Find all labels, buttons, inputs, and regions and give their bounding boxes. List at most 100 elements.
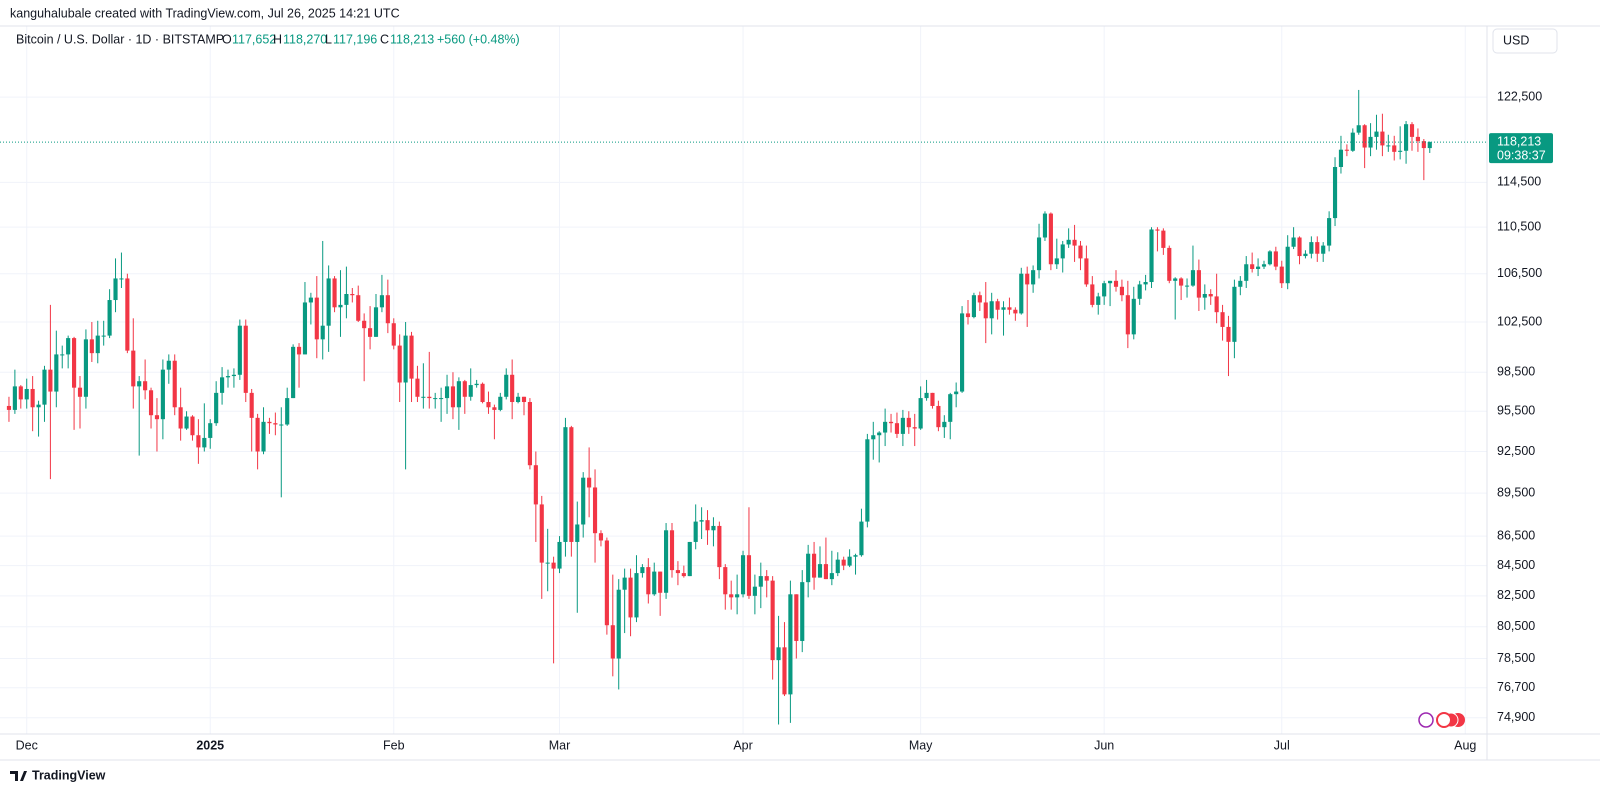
candle-body bbox=[723, 567, 728, 595]
candle-body bbox=[474, 383, 479, 386]
candle-body bbox=[675, 570, 680, 574]
candle-body bbox=[1332, 166, 1338, 219]
candle-body bbox=[308, 297, 313, 303]
candle-body bbox=[1315, 242, 1320, 254]
candle-body bbox=[1338, 149, 1344, 167]
y-tick-label: 98,500 bbox=[1497, 365, 1535, 379]
y-tick-label: 74,900 bbox=[1497, 710, 1535, 724]
candle-body bbox=[1066, 239, 1071, 245]
candle-body bbox=[148, 390, 154, 416]
candle-body bbox=[628, 577, 633, 618]
candle-body bbox=[942, 421, 947, 428]
candle-body bbox=[841, 559, 846, 566]
candle-body bbox=[1267, 251, 1272, 265]
legend-change: +560 (+0.48%) bbox=[437, 32, 520, 46]
candle-body bbox=[462, 381, 467, 397]
candle-body bbox=[231, 374, 236, 377]
y-tick-label: 92,500 bbox=[1497, 444, 1535, 458]
candle-body bbox=[877, 432, 882, 436]
candle-body bbox=[1232, 286, 1237, 342]
y-tick-label: 95,500 bbox=[1497, 404, 1535, 418]
candle-body bbox=[983, 302, 988, 319]
candle-body bbox=[616, 589, 621, 659]
price-tag bbox=[1489, 133, 1553, 164]
y-tick-label: 114,500 bbox=[1497, 175, 1541, 189]
plot-area bbox=[0, 89, 1487, 725]
candle-body bbox=[302, 302, 308, 355]
logo bbox=[10, 771, 27, 781]
candle-body bbox=[101, 335, 106, 337]
candle-body bbox=[273, 423, 278, 425]
currency-button[interactable] bbox=[1492, 28, 1558, 54]
y-tick-label: 89,500 bbox=[1497, 485, 1535, 499]
candle-body bbox=[699, 520, 704, 522]
candle-body bbox=[1096, 296, 1101, 305]
candle-body bbox=[456, 381, 461, 408]
candle-body bbox=[368, 328, 373, 337]
candle-body bbox=[510, 374, 515, 403]
candle-body bbox=[166, 360, 171, 370]
candle-body bbox=[1025, 273, 1030, 285]
candle-body bbox=[977, 295, 982, 303]
candle-body bbox=[24, 388, 29, 400]
candle-body bbox=[569, 427, 574, 542]
candle-body bbox=[1196, 270, 1201, 298]
candle-body bbox=[829, 573, 834, 580]
candle-body bbox=[296, 346, 302, 355]
x-tick-label: Feb bbox=[383, 738, 405, 752]
candle-body bbox=[18, 386, 23, 400]
candle-body bbox=[527, 402, 532, 466]
candle-body bbox=[237, 325, 242, 375]
candle-body bbox=[1214, 296, 1219, 313]
candle-body bbox=[1368, 136, 1373, 148]
candle-body bbox=[208, 423, 213, 438]
legend-low: 117,196 bbox=[333, 32, 377, 46]
candle-body bbox=[403, 335, 408, 383]
candle-body bbox=[1155, 229, 1160, 231]
candle-body bbox=[1415, 136, 1420, 142]
candle-body bbox=[1244, 264, 1249, 281]
y-tick-label: 122,500 bbox=[1497, 89, 1542, 103]
candle-body bbox=[587, 477, 592, 488]
legend-high: 118,270 bbox=[283, 32, 327, 46]
candle-body bbox=[1285, 246, 1290, 284]
candle-body bbox=[1108, 280, 1113, 284]
candle-body bbox=[1036, 237, 1042, 271]
candle-body bbox=[1119, 286, 1124, 296]
event-icon[interactable] bbox=[1436, 712, 1452, 728]
candle-body bbox=[143, 381, 148, 391]
candle-body bbox=[664, 530, 669, 593]
candle-body bbox=[314, 297, 319, 340]
y-tick-label: 110,500 bbox=[1497, 219, 1541, 233]
candle-body bbox=[326, 278, 331, 326]
candle-body bbox=[652, 571, 657, 595]
candle-body bbox=[421, 396, 426, 398]
legend-high-label: H bbox=[273, 32, 282, 46]
candle-body bbox=[563, 427, 568, 542]
y-tick-label: 102,500 bbox=[1497, 314, 1542, 328]
candle-body bbox=[936, 405, 941, 428]
candle-body bbox=[261, 421, 266, 452]
candle-body bbox=[196, 435, 201, 448]
candle-body bbox=[705, 520, 710, 531]
candle-body bbox=[1060, 244, 1065, 259]
event-icon[interactable] bbox=[1418, 712, 1434, 728]
candle-body bbox=[131, 350, 136, 387]
candle-body bbox=[1404, 124, 1409, 151]
candle-body bbox=[1279, 266, 1284, 284]
candle-body bbox=[912, 427, 917, 429]
candle-body bbox=[711, 525, 716, 531]
candle-body bbox=[924, 392, 929, 399]
attribution: kanguhalubale created with TradingView.c… bbox=[10, 6, 400, 20]
candle-body bbox=[172, 360, 177, 408]
candle-body bbox=[220, 377, 225, 393]
candle-body bbox=[1048, 213, 1053, 265]
candle-body bbox=[1220, 312, 1225, 327]
y-tick-label: 80,500 bbox=[1497, 619, 1535, 633]
candle-body bbox=[1054, 258, 1059, 265]
currency[interactable]: USD bbox=[1503, 33, 1529, 47]
candle-body bbox=[492, 407, 497, 410]
candle-body bbox=[1090, 284, 1095, 305]
